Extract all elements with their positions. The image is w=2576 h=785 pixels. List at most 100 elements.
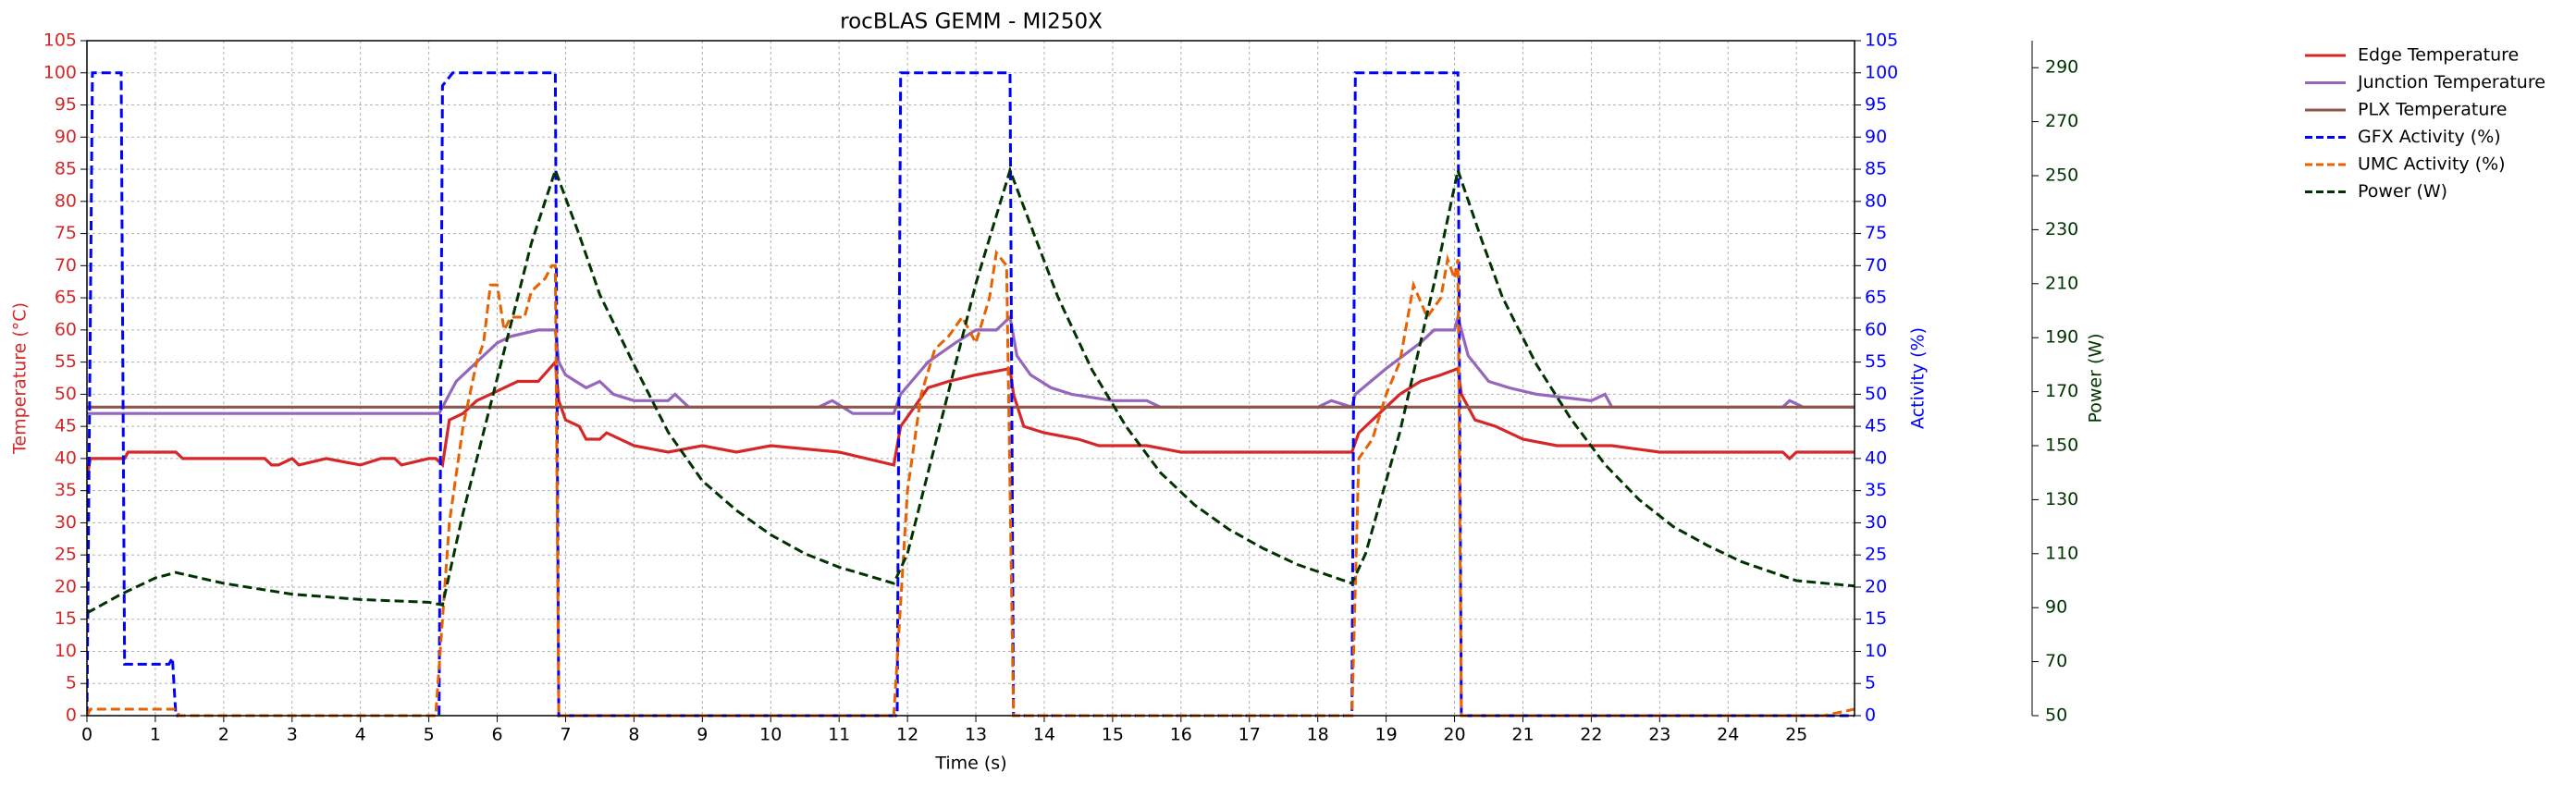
y2-tick-label: 45 <box>1865 416 1887 436</box>
x-tick-label: 23 <box>1648 725 1670 745</box>
y2-tick-label: 65 <box>1865 288 1887 308</box>
y3-tick-label: 290 <box>2045 57 2078 78</box>
series-line <box>87 311 1855 415</box>
x-tick-label: 11 <box>828 725 850 745</box>
y-axis-label: Temperature (°C) <box>10 302 31 455</box>
y-tick-label: 20 <box>55 576 77 596</box>
y-tick-label: 45 <box>55 416 77 436</box>
y-tick-label: 15 <box>55 608 77 629</box>
y-tick-label: 50 <box>55 384 77 404</box>
legend-label: Edge Temperature <box>2358 45 2519 66</box>
y3-tick-label: 90 <box>2045 597 2067 618</box>
x-axis-label: Time (s) <box>934 754 1006 774</box>
y3-tick-label: 230 <box>2045 219 2078 239</box>
y-tick-label: 70 <box>55 255 77 276</box>
y-tick-label: 0 <box>66 705 77 726</box>
y2-tick-label: 10 <box>1865 641 1887 661</box>
series-line <box>87 249 1855 718</box>
x-tick-label: 14 <box>1033 725 1055 745</box>
x-tick-label: 21 <box>1511 725 1534 745</box>
series-line <box>87 358 1855 479</box>
y-tick-label: 25 <box>55 545 77 565</box>
y2-tick-label: 20 <box>1865 576 1887 596</box>
y-tick-label: 75 <box>55 223 77 243</box>
y3-tick-label: 170 <box>2045 381 2078 401</box>
series-line <box>87 165 1855 615</box>
y2-tick-label: 30 <box>1865 512 1887 533</box>
y-tick-label: 65 <box>55 288 77 308</box>
y-tick-label: 10 <box>55 641 77 661</box>
y2-tick-label: 35 <box>1865 480 1887 500</box>
x-tick-label: 25 <box>1785 725 1807 745</box>
y2-tick-label: 15 <box>1865 608 1887 629</box>
y2-tick-label: 90 <box>1865 127 1887 147</box>
x-tick-label: 0 <box>81 725 92 745</box>
y2-tick-label: 75 <box>1865 223 1887 243</box>
y3-tick-label: 150 <box>2045 435 2078 456</box>
x-tick-label: 8 <box>628 725 639 745</box>
x-tick-label: 24 <box>1717 725 1739 745</box>
y2-tick-label: 25 <box>1865 545 1887 565</box>
y2-tick-label: 55 <box>1865 351 1887 372</box>
y2-tick-label: 0 <box>1865 705 1876 726</box>
chart-title: rocBLAS GEMM - MI250X <box>840 10 1103 34</box>
x-tick-label: 15 <box>1102 725 1124 745</box>
y3-tick-label: 110 <box>2045 543 2078 563</box>
y2-tick-label: 50 <box>1865 384 1887 404</box>
x-tick-label: 2 <box>218 725 229 745</box>
y3-tick-label: 190 <box>2045 327 2078 348</box>
x-tick-label: 22 <box>1580 725 1602 745</box>
x-tick-label: 1 <box>150 725 161 745</box>
x-tick-label: 5 <box>424 725 435 745</box>
x-tick-label: 18 <box>1307 725 1329 745</box>
y3-tick-label: 210 <box>2045 273 2078 293</box>
y2-tick-label: 40 <box>1865 448 1887 468</box>
x-tick-label: 17 <box>1239 725 1261 745</box>
y-tick-label: 85 <box>55 159 77 179</box>
y2-tick-label: 95 <box>1865 94 1887 115</box>
y-tick-label: 95 <box>55 94 77 115</box>
x-tick-label: 19 <box>1375 725 1398 745</box>
y-tick-label: 40 <box>55 448 77 468</box>
x-tick-label: 9 <box>696 725 708 745</box>
y2-tick-label: 100 <box>1865 62 1898 82</box>
x-tick-label: 13 <box>965 725 987 745</box>
y-tick-label: 5 <box>66 673 77 693</box>
y3-tick-label: 130 <box>2045 489 2078 509</box>
y-tick-label: 105 <box>43 31 77 51</box>
y-tick-label: 60 <box>55 319 77 339</box>
y2-axis-label: Activity (%) <box>1908 327 1929 429</box>
y-tick-label: 55 <box>55 351 77 372</box>
x-tick-label: 10 <box>759 725 782 745</box>
y-tick-label: 30 <box>55 512 77 533</box>
y2-tick-label: 60 <box>1865 319 1887 339</box>
y-tick-label: 35 <box>55 480 77 500</box>
y2-tick-label: 80 <box>1865 190 1887 211</box>
x-tick-label: 20 <box>1443 725 1465 745</box>
x-tick-label: 16 <box>1170 725 1192 745</box>
y-tick-label: 100 <box>43 62 77 82</box>
y2-tick-label: 85 <box>1865 159 1887 179</box>
legend-label: Junction Temperature <box>2357 72 2545 92</box>
y3-tick-label: 270 <box>2045 111 2078 131</box>
y-tick-label: 80 <box>55 190 77 211</box>
y2-tick-label: 5 <box>1865 673 1876 693</box>
legend-label: UMC Activity (%) <box>2358 154 2506 175</box>
legend-label: Power (W) <box>2358 181 2447 202</box>
series-line <box>87 71 1855 718</box>
legend-label: GFX Activity (%) <box>2358 127 2501 147</box>
x-tick-label: 3 <box>287 725 298 745</box>
x-tick-label: 4 <box>355 725 366 745</box>
x-tick-label: 6 <box>492 725 503 745</box>
y3-tick-label: 70 <box>2045 651 2067 671</box>
legend-label: PLX Temperature <box>2358 100 2507 120</box>
y2-tick-label: 105 <box>1865 31 1898 51</box>
y3-tick-label: 50 <box>2045 705 2067 726</box>
y-tick-label: 90 <box>55 127 77 147</box>
plot-frame <box>86 40 1855 717</box>
x-tick-label: 7 <box>560 725 571 745</box>
x-tick-label: 12 <box>896 725 918 745</box>
y3-axis-label: Power (W) <box>2086 333 2106 423</box>
y3-tick-label: 250 <box>2045 166 2078 186</box>
